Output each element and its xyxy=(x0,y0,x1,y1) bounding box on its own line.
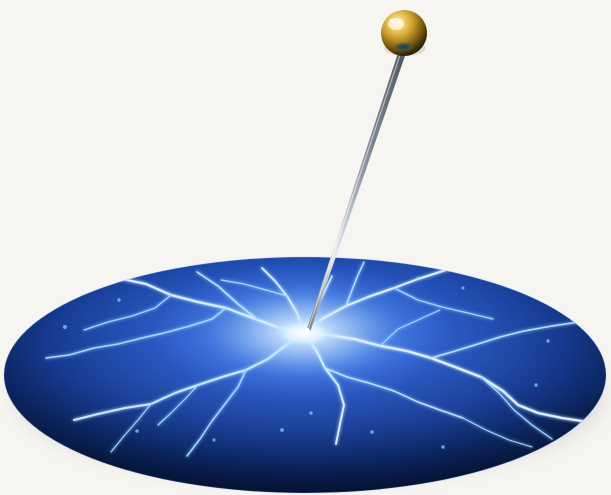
bright-impact-core xyxy=(271,318,337,348)
glow-specks xyxy=(63,276,550,449)
disc-rim-highlight xyxy=(3,256,607,494)
pin-head-reflection xyxy=(394,42,414,52)
pin-head-spark xyxy=(389,18,395,24)
pin-shaft-highlight xyxy=(307,51,402,331)
impact-spark xyxy=(303,327,311,335)
pin xyxy=(306,10,427,332)
